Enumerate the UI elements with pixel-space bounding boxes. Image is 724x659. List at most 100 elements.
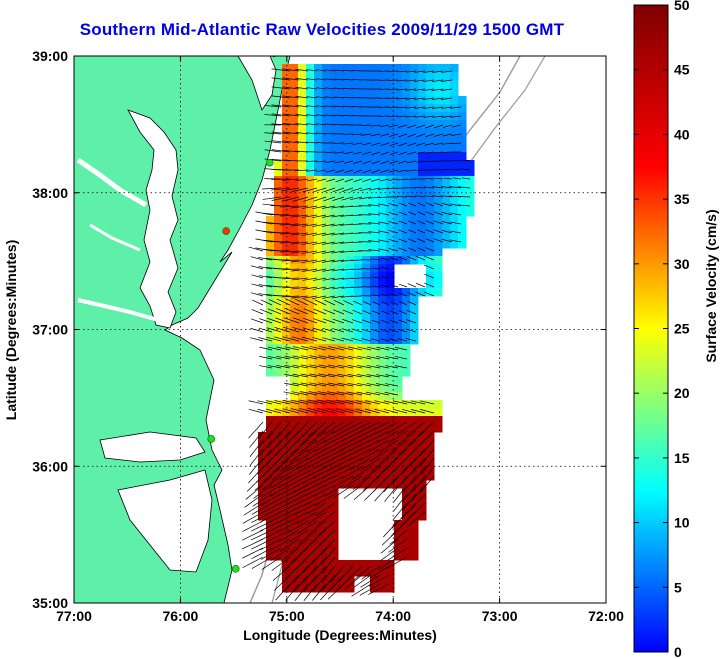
velocity-cell — [322, 224, 331, 233]
velocity-cell — [274, 280, 283, 289]
velocity-cell — [386, 336, 395, 345]
velocity-cell — [370, 200, 379, 209]
velocity-cell — [362, 264, 371, 273]
velocity-arrow — [344, 178, 354, 183]
velocity-cell — [394, 152, 403, 161]
velocity-cell — [306, 376, 315, 385]
velocity-arrow — [361, 124, 372, 126]
velocity-arrow — [301, 241, 318, 245]
velocity-cell — [418, 464, 427, 473]
velocity-arrow — [295, 113, 309, 117]
velocity-arrow — [295, 95, 309, 99]
velocity-arrow — [410, 448, 426, 466]
velocity-cell — [426, 464, 435, 473]
velocity-cell — [394, 248, 403, 257]
velocity-cell — [378, 456, 387, 465]
velocity-cell — [306, 112, 315, 121]
velocity-arrow — [251, 538, 273, 550]
velocity-cell — [298, 112, 307, 121]
velocity-cell — [306, 216, 315, 225]
velocity-arrow — [325, 132, 336, 135]
velocity-cell — [410, 552, 419, 561]
velocity-arrow — [350, 439, 372, 451]
velocity-cell — [434, 144, 443, 153]
velocity-cell — [322, 392, 331, 401]
velocity-arrow — [333, 484, 354, 498]
velocity-arrow — [343, 96, 354, 99]
velocity-arrow — [398, 247, 408, 252]
velocity-cell — [314, 88, 323, 97]
velocity-cell — [266, 240, 275, 249]
velocity-cell — [298, 136, 307, 145]
velocity-cell — [386, 584, 395, 593]
velocity-arrow — [333, 300, 345, 306]
velocity-cell — [434, 224, 443, 233]
velocity-arrow — [292, 373, 309, 378]
velocity-cell — [458, 232, 467, 241]
velocity-arrow — [378, 239, 390, 243]
velocity-arrow — [385, 374, 399, 378]
velocity-arrow — [316, 160, 327, 163]
velocity-cell — [266, 552, 275, 561]
velocity-arrow — [433, 229, 444, 234]
velocity-arrow — [268, 511, 291, 523]
velocity-cell — [338, 168, 347, 177]
velocity-cell — [346, 80, 355, 89]
velocity-cell — [282, 80, 291, 89]
velocity-cell — [290, 72, 299, 81]
velocity-cell — [434, 232, 443, 241]
velocity-cell — [306, 280, 315, 289]
velocity-cell — [362, 440, 371, 449]
velocity-cell — [410, 296, 419, 305]
x-tick-label: 72:00 — [588, 608, 624, 624]
velocity-cell — [418, 192, 427, 201]
velocity-cell — [362, 208, 371, 217]
velocity-arrow — [402, 475, 417, 493]
velocity-arrow — [312, 286, 327, 290]
velocity-cell — [394, 552, 403, 561]
velocity-cell — [426, 120, 435, 129]
velocity-cell — [450, 200, 459, 209]
velocity-arrow — [332, 277, 345, 281]
velocity-arrow — [311, 547, 327, 565]
velocity-cell — [434, 280, 443, 289]
velocity-arrow — [286, 493, 309, 505]
velocity-cell — [410, 528, 419, 537]
velocity-arrow — [258, 421, 273, 439]
velocity-cell — [354, 392, 363, 401]
velocity-cell — [298, 288, 307, 297]
velocity-cell — [434, 216, 443, 225]
velocity-cell — [370, 376, 379, 385]
velocity-cell — [362, 248, 371, 257]
velocity-arrow — [278, 529, 300, 542]
velocity-arrow — [433, 211, 444, 216]
velocity-cell — [394, 96, 403, 105]
velocity-cell — [314, 368, 323, 377]
velocity-cell — [330, 208, 339, 217]
velocity-arrow — [258, 327, 273, 333]
velocity-arrow — [431, 79, 444, 82]
velocity-cell — [330, 320, 339, 329]
velocity-arrow — [280, 205, 300, 208]
velocity-cell — [330, 80, 339, 89]
velocity-cell — [442, 144, 451, 153]
velocity-cell — [298, 504, 307, 513]
velocity-cell — [298, 344, 307, 353]
velocity-cell — [410, 432, 419, 441]
velocity-arrow — [405, 79, 417, 82]
velocity-cell — [362, 304, 371, 313]
velocity-arrow — [356, 382, 372, 387]
velocity-cell — [330, 400, 339, 409]
velocity-arrow — [388, 106, 399, 109]
velocity-arrow — [411, 475, 426, 493]
velocity-cell — [274, 264, 283, 273]
velocity-arrow — [452, 177, 462, 180]
velocity-cell — [370, 280, 379, 289]
velocity-arrow — [341, 277, 354, 280]
velocity-arrow — [314, 299, 327, 306]
delaware-bay — [237, 56, 277, 111]
velocity-cell — [402, 320, 411, 329]
velocity-cell — [322, 296, 331, 305]
velocity-arrow — [288, 529, 309, 543]
velocity-cell — [338, 328, 347, 337]
